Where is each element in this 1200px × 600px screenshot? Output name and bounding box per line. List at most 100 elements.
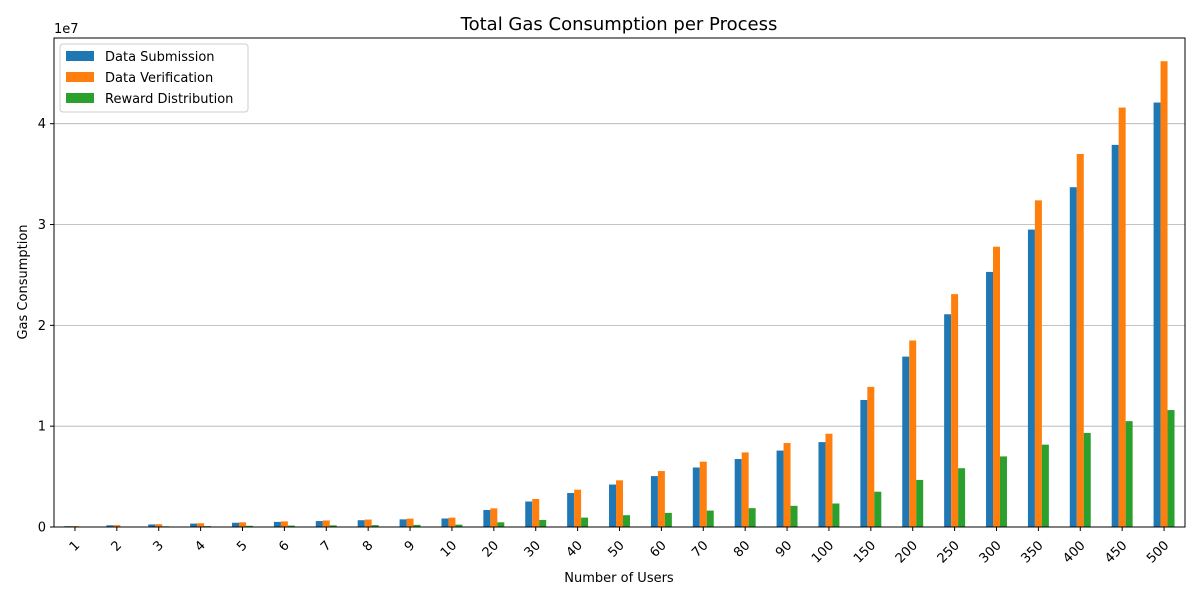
- bar: [734, 459, 742, 527]
- legend-entry: Data Verification: [105, 71, 213, 86]
- bar: [832, 503, 840, 527]
- x-tick-label: 150: [851, 538, 879, 566]
- legend-swatch: [66, 51, 94, 61]
- bar: [490, 508, 498, 527]
- bar: [616, 480, 623, 527]
- bar: [273, 521, 281, 527]
- bar: [867, 386, 875, 527]
- x-axis: 1 2 3 4 5 6 7 8 9 10 20 30 40 50 60 70 80 90 100 150 200 250 3…: [67, 527, 1172, 566]
- bar: [581, 517, 589, 527]
- bar: [197, 523, 205, 527]
- x-tick-label: 400: [1060, 538, 1088, 566]
- bar: [190, 523, 198, 527]
- x-tick-label: 300: [977, 538, 1005, 566]
- bar: [860, 399, 868, 527]
- bar: [993, 246, 1000, 527]
- x-tick-label: 5: [234, 538, 250, 554]
- bar: [406, 518, 414, 527]
- x-tick-label: 200: [893, 538, 921, 566]
- bar: [874, 491, 882, 527]
- x-tick-label: 450: [1102, 538, 1130, 566]
- bar: [825, 433, 833, 527]
- bar: [916, 479, 924, 527]
- bar: [148, 524, 156, 527]
- x-tick-label: 1: [67, 538, 83, 554]
- x-tick-label: 60: [647, 538, 669, 560]
- bar: [455, 524, 463, 527]
- y-axis: 0 1 2 3 4: [38, 117, 54, 536]
- bar: [776, 450, 784, 527]
- x-tick-label: 250: [935, 538, 963, 566]
- bar: [699, 461, 707, 527]
- x-tick-label: 20: [480, 538, 502, 560]
- bar: [322, 520, 330, 527]
- bar: [364, 519, 372, 527]
- legend: Data Submission Data Verification Reward D…: [59, 43, 249, 113]
- bar: [539, 519, 547, 527]
- x-tick-label: 6: [276, 538, 292, 554]
- bar: [1160, 61, 1168, 527]
- y-tick-label: 2: [38, 319, 46, 334]
- bar: [483, 509, 491, 527]
- x-tick-label: 40: [564, 538, 586, 560]
- bar: [232, 522, 240, 527]
- bar: [287, 525, 295, 527]
- bar: [706, 510, 714, 527]
- bar: [315, 521, 323, 527]
- bar: [1111, 144, 1119, 528]
- bar: [818, 442, 826, 527]
- x-tick-label: 80: [731, 538, 753, 560]
- x-tick-label: 9: [402, 538, 418, 554]
- bar: [574, 489, 582, 527]
- bar: [371, 525, 379, 527]
- bar: [986, 271, 994, 527]
- bar: [497, 522, 505, 527]
- bar: [1076, 153, 1084, 527]
- bar: [1041, 444, 1049, 527]
- x-tick-label: 8: [360, 538, 376, 554]
- bar: [909, 340, 917, 527]
- bar: [567, 493, 575, 527]
- bars: [64, 61, 1175, 528]
- bar: [790, 505, 798, 527]
- bar: [280, 521, 288, 527]
- x-tick-label: 30: [522, 538, 544, 560]
- bar: [329, 525, 337, 527]
- bar: [525, 501, 533, 527]
- x-tick-label: 4: [192, 538, 208, 554]
- x-tick-label: 2: [109, 538, 125, 554]
- bar: [357, 520, 365, 527]
- bar: [1027, 229, 1035, 527]
- bar: [944, 314, 952, 527]
- bar: [609, 484, 617, 527]
- bar: [622, 515, 630, 527]
- y-tick-label: 4: [38, 117, 46, 132]
- bar: [155, 524, 163, 527]
- bar: [1125, 421, 1133, 527]
- chart-title: Total Gas Consumption per Process: [460, 14, 778, 35]
- bar: [1118, 107, 1126, 528]
- bar: [245, 525, 253, 527]
- grid-lines: [54, 123, 1185, 427]
- bar: [692, 467, 700, 527]
- y-tick-label: 3: [38, 218, 46, 233]
- bar: [783, 443, 791, 527]
- bar: [399, 519, 407, 527]
- x-axis-label: Number of Users: [564, 571, 674, 586]
- bar: [650, 476, 658, 527]
- x-tick-label: 10: [438, 538, 460, 560]
- bar: [532, 498, 540, 527]
- bar: [1153, 102, 1161, 527]
- y-scale-label: 1e7: [54, 22, 79, 37]
- bar: [951, 294, 959, 527]
- x-tick-label: 350: [1018, 538, 1046, 566]
- y-tick-label: 1: [38, 420, 46, 435]
- bar: [1167, 410, 1175, 527]
- bar: [413, 524, 421, 527]
- x-tick-label: 90: [773, 538, 795, 560]
- bar: [1083, 432, 1091, 527]
- bar: [441, 518, 449, 527]
- legend-entry: Reward Distribution: [105, 92, 233, 107]
- bar: [239, 522, 246, 527]
- bar: [999, 456, 1007, 527]
